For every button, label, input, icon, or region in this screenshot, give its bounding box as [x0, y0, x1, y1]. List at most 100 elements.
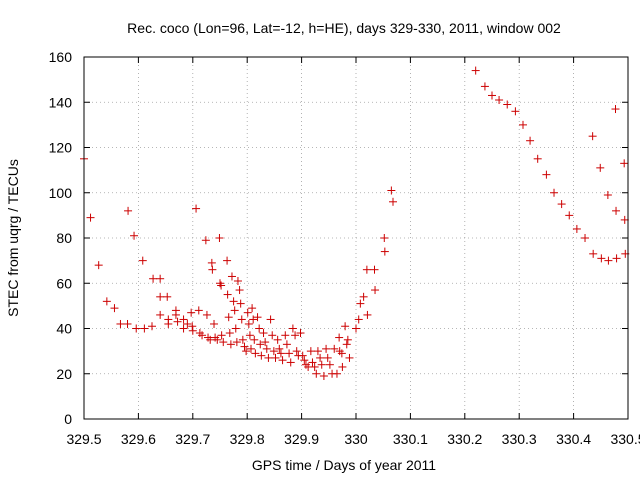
data-point [488, 91, 496, 100]
data-point [312, 369, 321, 378]
data-point [86, 213, 95, 222]
data-point [495, 95, 504, 104]
data-point [94, 261, 103, 270]
data-point [217, 281, 226, 290]
data-point [156, 274, 165, 283]
data-point [296, 329, 305, 338]
data-point [596, 163, 605, 172]
data-point [300, 356, 309, 365]
data-point [248, 304, 257, 313]
y-tick-label: 140 [49, 94, 73, 110]
data-point [316, 353, 325, 362]
data-point [542, 170, 551, 179]
data-point [597, 254, 606, 263]
data-point [194, 306, 203, 315]
data-point [298, 351, 307, 360]
chart-title: Rec. coco (Lon=96, Lat=-12, h=HE), days … [127, 20, 561, 36]
data-point [557, 200, 566, 209]
data-point [288, 324, 297, 333]
data-point [362, 265, 371, 274]
x-tick-label: 329.5 [66, 431, 101, 447]
data-point [480, 82, 489, 91]
data-point [156, 310, 165, 319]
x-tick-label: 330.3 [502, 431, 537, 447]
data-point [192, 204, 201, 213]
data-point [308, 358, 317, 367]
data-point [291, 331, 300, 340]
data-point [550, 188, 559, 197]
data-point [262, 344, 271, 353]
data-point [620, 159, 629, 168]
data-point [387, 186, 396, 195]
data-point [282, 340, 291, 349]
data-point [171, 310, 180, 319]
data-point [202, 310, 211, 319]
data-point [140, 324, 149, 333]
data-point [208, 265, 217, 274]
data-point [123, 319, 132, 328]
data-point [345, 353, 354, 362]
data-point [533, 154, 542, 163]
data-point [612, 254, 621, 263]
data-point [268, 331, 277, 340]
data-point [187, 308, 196, 317]
data-point [225, 329, 234, 338]
y-tick-label: 20 [56, 366, 72, 382]
data-point [206, 335, 215, 344]
data-point [337, 349, 346, 358]
data-point [342, 340, 351, 349]
data-point [261, 338, 270, 347]
data-point [255, 324, 264, 333]
data-point [207, 258, 216, 267]
data-point [242, 347, 251, 356]
y-tick-labels: 0 20 40 60 80 100 120 140 160 [49, 49, 73, 427]
data-point [565, 211, 574, 220]
data-point [244, 319, 253, 328]
data-point [371, 286, 380, 295]
data-point [273, 335, 282, 344]
data-point [188, 322, 197, 331]
data-point [370, 265, 379, 274]
y-tick-label: 0 [64, 411, 72, 427]
data-point [604, 256, 613, 265]
data-point [503, 100, 512, 109]
data-point [245, 331, 254, 340]
data-point [164, 319, 173, 328]
y-tick-label: 120 [49, 140, 73, 156]
data-point [259, 329, 268, 338]
x-tick-label: 329.8 [230, 431, 265, 447]
data-point [612, 206, 621, 215]
data-point [292, 347, 301, 356]
data-point [471, 66, 480, 75]
data-point [264, 353, 273, 362]
data-point [271, 353, 280, 362]
data-point [231, 324, 240, 333]
data-point [519, 120, 528, 129]
data-point [227, 272, 236, 281]
data-point [149, 274, 158, 283]
x-tick-labels: 329.5 329.6 329.7 329.8 329.9 330 330.1 330.2 33… [66, 431, 640, 447]
data-point [223, 290, 232, 299]
data-point [213, 335, 222, 344]
data-point [620, 215, 629, 224]
data-point [243, 308, 252, 317]
data-point [356, 299, 365, 308]
y-tick-label: 40 [56, 321, 72, 337]
data-point [250, 335, 259, 344]
y-tick-label: 60 [56, 275, 72, 291]
data-point [198, 331, 207, 340]
x-tick-label: 330.5 [610, 431, 640, 447]
data-point [380, 247, 389, 256]
data-point [511, 107, 520, 116]
x-tick-label: 330 [344, 431, 368, 447]
data-point [343, 335, 352, 344]
data-point [253, 313, 262, 322]
x-tick-label: 329.6 [121, 431, 156, 447]
data-point [210, 319, 219, 328]
data-point [217, 331, 226, 340]
data-point [603, 191, 612, 200]
data-point [276, 349, 285, 358]
data-point [313, 347, 322, 356]
